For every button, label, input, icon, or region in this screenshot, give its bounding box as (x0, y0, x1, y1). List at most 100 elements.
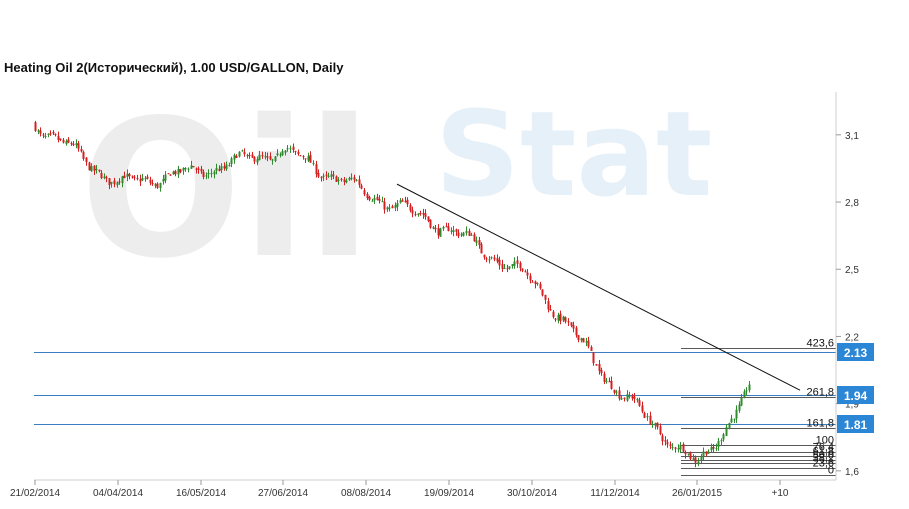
candle-body (748, 384, 751, 391)
candle-body (223, 166, 226, 169)
candle-body (465, 230, 468, 234)
candle-body (57, 135, 60, 140)
candle-body (700, 456, 703, 461)
candle-body (47, 133, 50, 135)
candle-body (110, 182, 113, 184)
candle-body (315, 164, 318, 175)
candle-body (386, 207, 389, 210)
candle-body (429, 219, 432, 228)
candle-body (307, 156, 310, 161)
candle-body (720, 440, 723, 442)
candle-body (600, 370, 603, 374)
candle-body (669, 444, 672, 447)
candle-body (666, 442, 669, 445)
candle-body (557, 315, 560, 321)
level-badge (837, 386, 874, 404)
candle-body (439, 228, 442, 237)
candle-body (733, 418, 736, 420)
fib-label: 50,0 (813, 450, 834, 462)
candle-body (195, 168, 198, 170)
candle-body (450, 230, 453, 232)
candle-body (330, 174, 333, 178)
candle-body (671, 447, 674, 449)
candle-body (521, 268, 524, 271)
candle-body (159, 183, 162, 189)
candle-body (684, 452, 687, 455)
candle-body (388, 207, 391, 209)
candle-body (243, 152, 246, 155)
candle-body (320, 177, 323, 179)
y-tick-label: 1,9 (845, 400, 859, 411)
candle-body (628, 395, 631, 397)
y-tick-label: 3,1 (845, 131, 859, 142)
candle-body (59, 138, 62, 140)
candle-body (417, 213, 420, 216)
candle-body (554, 318, 557, 320)
candle-body (292, 146, 295, 150)
candle-body (552, 311, 555, 318)
candle-body (503, 268, 506, 270)
candle-body (322, 175, 325, 177)
candle-body (167, 173, 170, 175)
candle-body (633, 396, 636, 399)
candle-body (105, 177, 108, 179)
y-axis: 3,1 2,8 2,5 2,2 1,9 1,6 (835, 92, 859, 480)
candle-body (144, 178, 147, 180)
x-tick-label: 27/06/2014 (258, 488, 308, 499)
candle-body (480, 244, 483, 254)
candle-body (434, 227, 437, 230)
candle-body (251, 154, 254, 158)
level-badge-label: 2.13 (844, 346, 868, 360)
candle-body (75, 143, 78, 146)
candle-body (241, 150, 244, 152)
candle-body (743, 391, 746, 399)
candle-body (373, 198, 376, 201)
candle-body (207, 173, 210, 175)
candle-body (603, 373, 606, 382)
candle-body (725, 427, 728, 436)
candle-body (366, 193, 369, 199)
candle-body (547, 301, 550, 310)
fib-label: 161,8 (806, 418, 834, 430)
candle-body (128, 174, 131, 177)
candle-body (526, 272, 529, 276)
fib-label: 61,8 (813, 446, 834, 458)
candle-body (378, 199, 381, 201)
x-tick-label: 16/05/2014 (176, 488, 226, 499)
candle-body (643, 412, 646, 418)
candle-body (615, 391, 618, 393)
candle-body (72, 143, 75, 146)
candle-body (631, 395, 634, 399)
candle-body (34, 122, 37, 131)
candle-body (605, 380, 608, 382)
candle-body (457, 232, 460, 237)
candle-body (664, 440, 667, 442)
candle-body (626, 394, 629, 401)
candle-body (67, 139, 70, 143)
candle-body (304, 158, 307, 160)
watermark-oil: Oil (80, 79, 372, 300)
level-lines (34, 352, 836, 425)
candle-body (562, 316, 565, 321)
candle-body (215, 168, 218, 171)
candle-body (113, 180, 116, 185)
candle-body (567, 321, 570, 323)
candle-body (508, 266, 511, 269)
candle-body (442, 227, 445, 229)
candle-body (437, 228, 440, 236)
candle-body (174, 170, 177, 175)
candle-body (580, 338, 583, 341)
candle-body (674, 447, 677, 449)
candle-body (335, 176, 338, 182)
candle-body (455, 229, 458, 232)
candle-body (445, 226, 448, 228)
candle-body (271, 159, 274, 161)
candle-body (355, 179, 358, 181)
candle-body (623, 397, 626, 400)
candle-body (519, 262, 522, 269)
candle-body (213, 171, 216, 175)
candle-body (82, 151, 85, 159)
candle-body (735, 409, 738, 419)
candle-body (190, 165, 193, 169)
